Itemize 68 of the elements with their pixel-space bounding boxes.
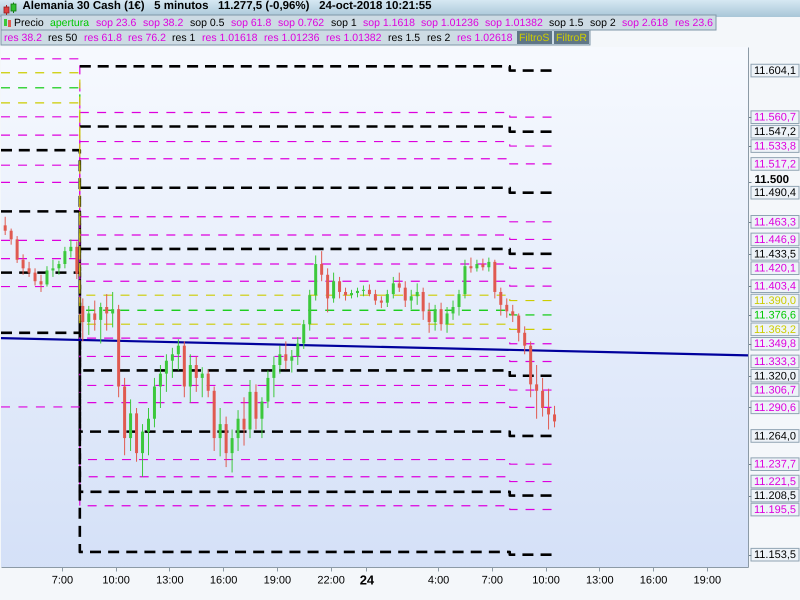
x-tick-label: 16:00 [210, 574, 238, 586]
text: sop 2 [590, 17, 616, 29]
text: sop 38.2 [143, 17, 184, 29]
y-tick-label: 11.490,4 [754, 187, 796, 200]
text: res 1.5 [388, 32, 420, 44]
text: FiltroR [556, 32, 588, 44]
y-tick-label: 11.446,9 [754, 234, 796, 246]
y-tick-label: 11.363,2 [754, 324, 796, 336]
y-tick-label: 11.290,6 [754, 402, 796, 414]
legend-label: res 1.02618 [457, 32, 513, 44]
text: res 2 [427, 32, 451, 44]
y-tick-label: 11.420,1 [754, 262, 796, 275]
text: res 1.01618 [202, 32, 258, 44]
text: res 1.01236 [264, 32, 320, 44]
text: sop 1.01236 [421, 17, 479, 29]
x-tick-label: 22:00 [317, 574, 345, 586]
y-tick-label: 11.237,7 [754, 458, 796, 471]
y-tick-label: 11.376,6 [754, 309, 796, 322]
y-tick-label: 11.320,0 [754, 370, 796, 382]
text: res 1.01382 [326, 32, 382, 44]
text: res 1 [172, 32, 196, 44]
x-tick-label: 4:00 [428, 574, 450, 586]
text: res 61.8 [84, 32, 122, 44]
text: apertura [50, 17, 90, 29]
y-tick-label: 11.433,5 [754, 248, 796, 260]
y-tick-label: 11.517,2 [754, 158, 796, 170]
text: sop 1.01382 [485, 17, 543, 29]
text: FiltroS [519, 32, 550, 44]
x-tick-label: 19:00 [694, 574, 722, 586]
x-tick-label: 16:00 [640, 574, 668, 586]
y-tick-label: 11.195,5 [754, 504, 796, 516]
y-tick-label: 11.306,7 [754, 384, 796, 397]
chart-title: Alemania 30 Cash (1€) 5 minutos 11.277,5 (-0,96%) 24-oct-2018 10:21:55 [22, 0, 432, 12]
y-tick-label: 11.390,0 [754, 295, 796, 308]
text: sop 2.618 [622, 17, 668, 29]
legend-label: Precio [14, 17, 44, 29]
x-tick-label: 19:00 [264, 574, 292, 586]
x-tick-label: 13:00 [156, 574, 184, 586]
y-tick-label: 11.604,1 [754, 65, 796, 78]
text: sop 1 [331, 17, 357, 29]
text: sop 0.762 [278, 17, 324, 29]
text: res 38.2 [4, 32, 42, 44]
y-tick-label: 11.533,8 [754, 140, 796, 153]
y-tick-label: 11.333,3 [754, 356, 796, 368]
text: sop 1.5 [549, 17, 584, 29]
y-tick-label: 11.153,5 [754, 549, 796, 562]
x-tick-label: 7:00 [52, 574, 74, 586]
text: sop 23.6 [96, 17, 136, 29]
y-tick-label: 11.463,3 [754, 216, 796, 228]
y-tick-label: 11.500 [754, 174, 790, 186]
y-tick-label: 11.403,4 [754, 280, 796, 293]
text: res 76.2 [128, 32, 166, 44]
text: sop 1.1618 [363, 17, 416, 29]
y-tick-label: 11.560,7 [754, 112, 796, 124]
x-tick-label: 10:00 [102, 574, 130, 586]
y-tick-label: 11.221,5 [754, 476, 796, 488]
x-tick-label: 10:00 [532, 574, 560, 586]
x-tick-label: 24 [360, 572, 375, 588]
y-tick-label: 11.208,5 [754, 490, 796, 502]
text: res 23.6 [675, 17, 714, 29]
y-tick-label: 11.547,2 [754, 126, 796, 138]
y-tick-label: 11.264,0 [754, 430, 796, 442]
text: sop 61.8 [231, 17, 272, 29]
text: sop 0.5 [190, 17, 225, 29]
x-tick-label: 13:00 [586, 574, 614, 586]
text: res 50 [48, 32, 78, 44]
x-tick-label: 7:00 [482, 574, 504, 586]
y-tick-label: 11.349,8 [754, 338, 796, 350]
